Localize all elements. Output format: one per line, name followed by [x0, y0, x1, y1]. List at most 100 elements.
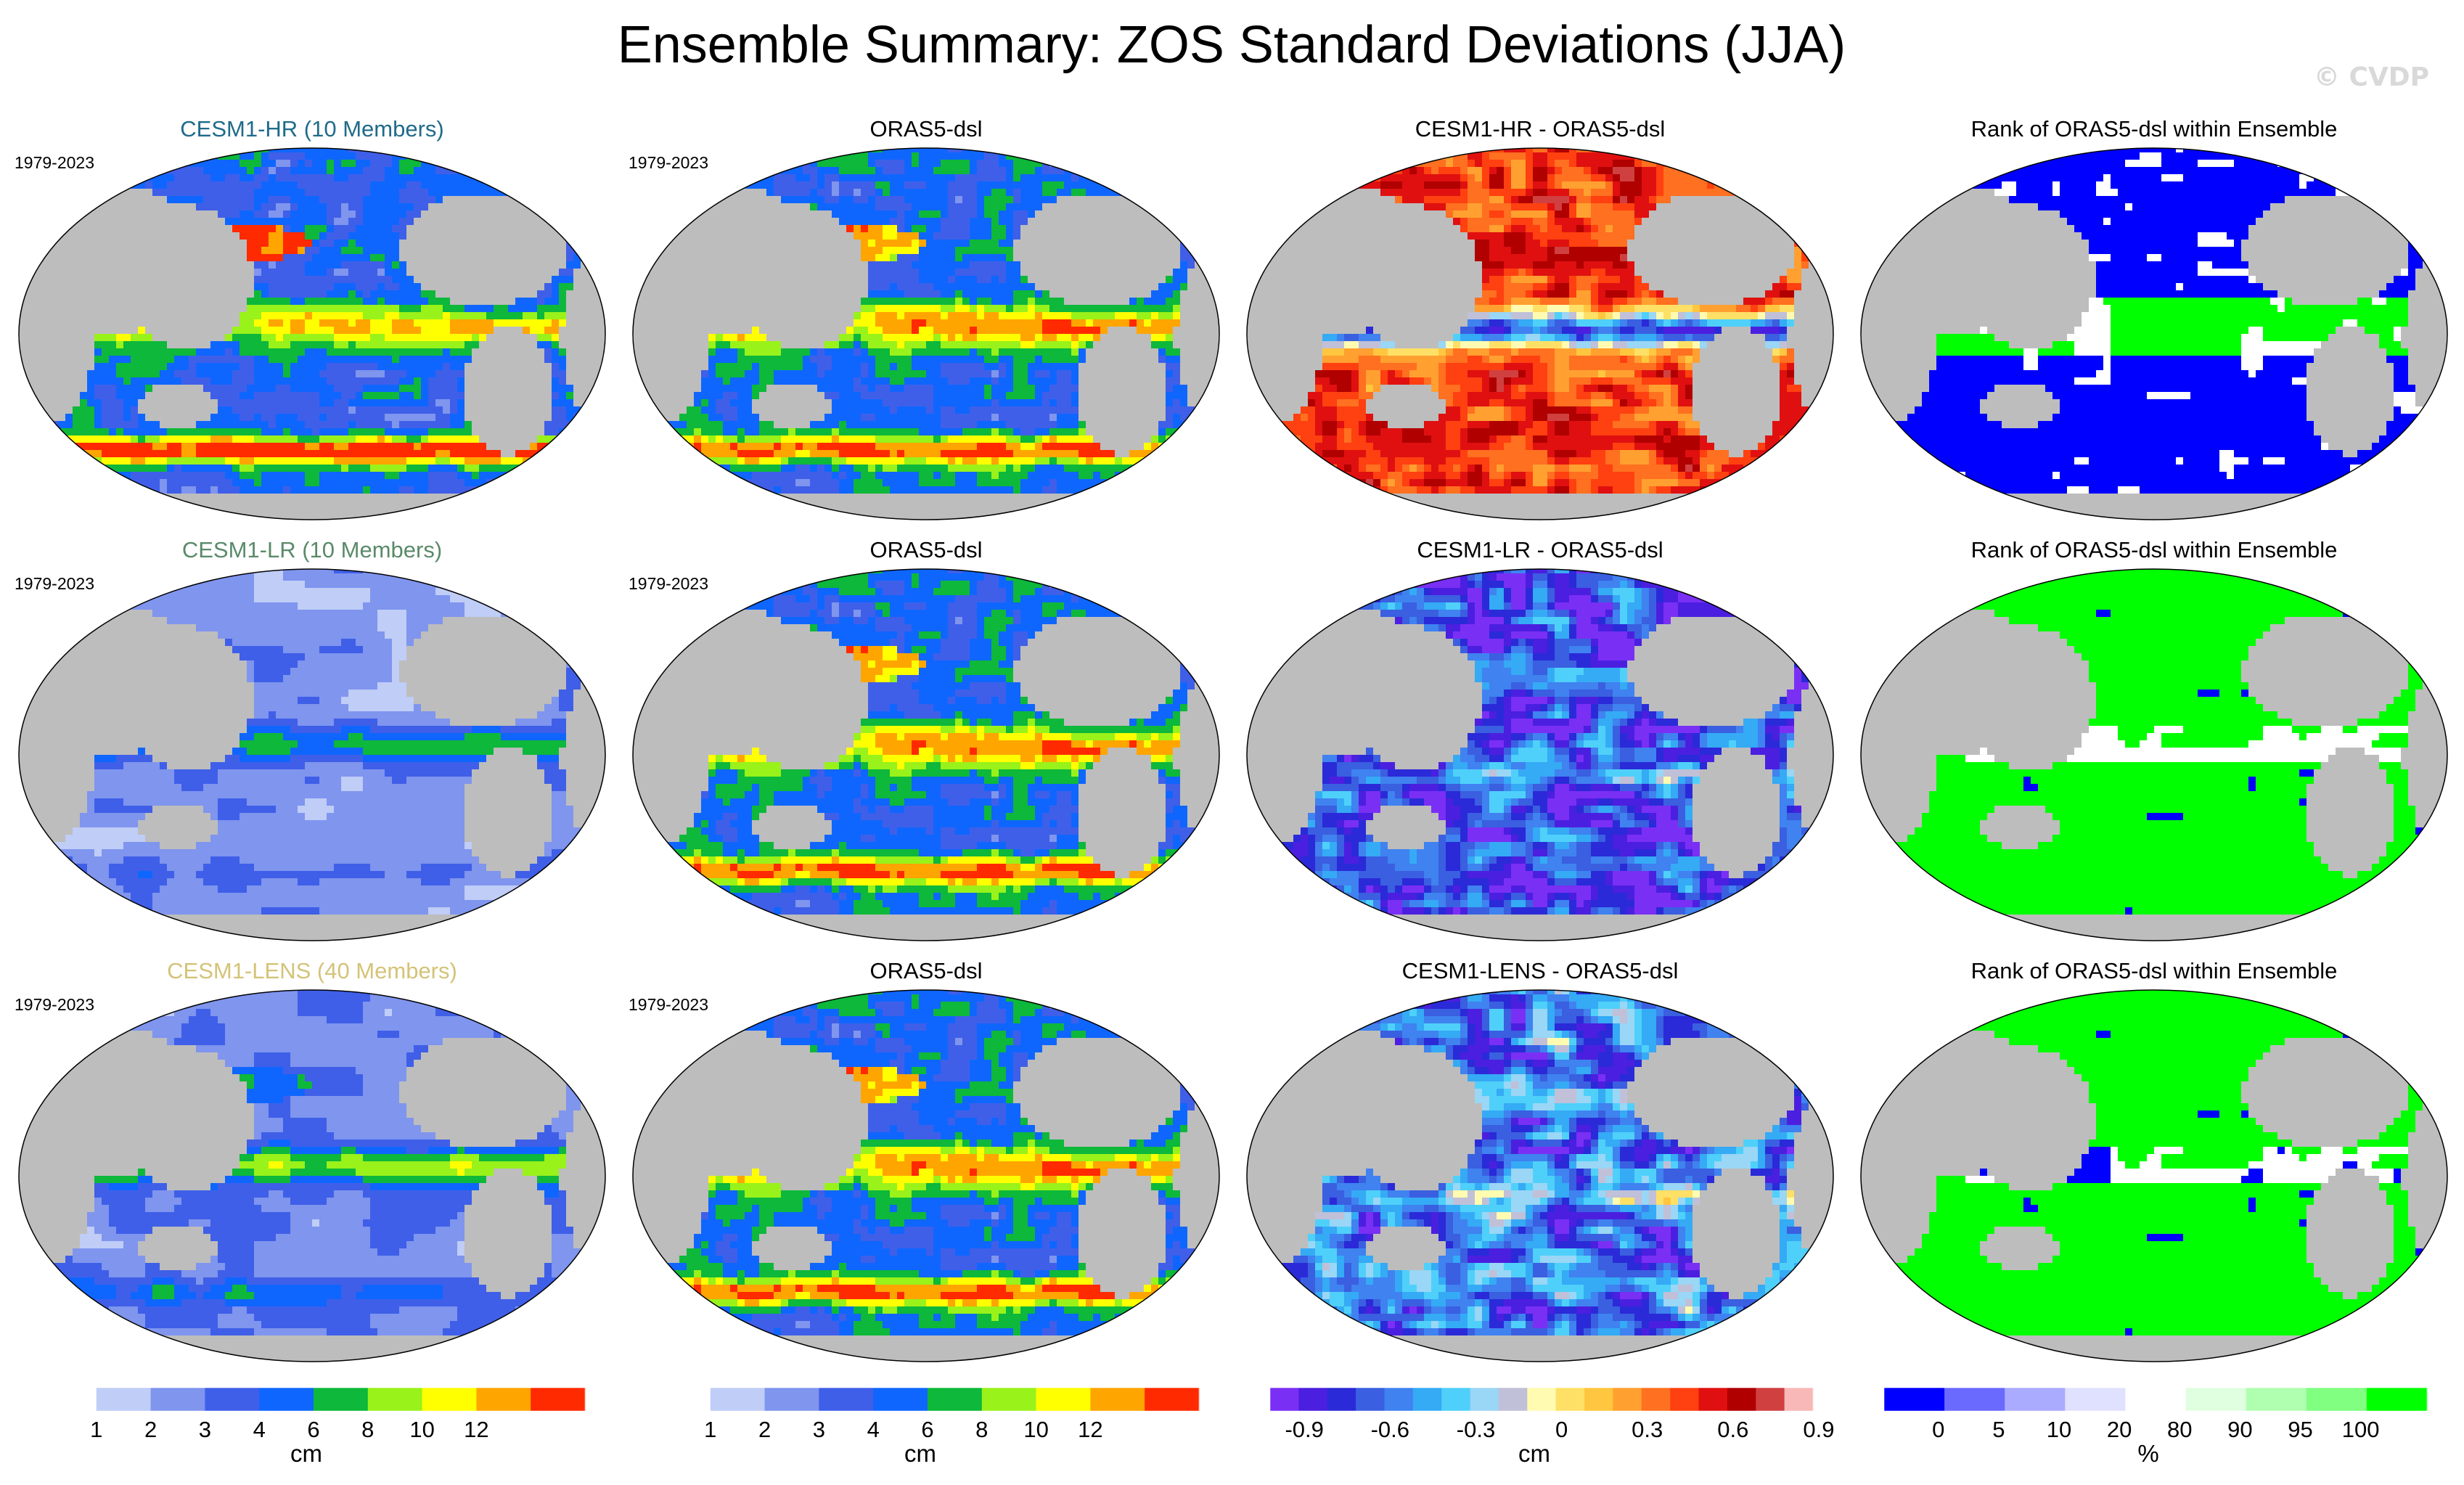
field-cell — [581, 232, 589, 240]
field-cell — [1100, 218, 1108, 226]
field-cell — [602, 269, 605, 277]
field-cell — [167, 341, 175, 349]
field-cell — [406, 189, 414, 197]
field-cell — [334, 341, 342, 349]
field-cell — [131, 377, 139, 385]
field-cell — [102, 435, 110, 443]
field-cell — [36, 298, 44, 306]
field-cell — [530, 312, 538, 320]
field-cell — [269, 465, 277, 472]
field-cell — [752, 181, 760, 189]
field-cell — [421, 327, 429, 335]
field-cell — [356, 457, 364, 465]
field-cell — [421, 428, 429, 436]
field-cell — [428, 486, 436, 494]
field-cell — [1129, 203, 1137, 211]
field-cell — [167, 501, 175, 509]
field-cell — [479, 479, 487, 487]
field-cell — [370, 240, 378, 248]
field-cell — [290, 276, 298, 284]
field-cell — [145, 283, 153, 291]
field-cell — [515, 290, 523, 298]
field-cell — [970, 261, 978, 269]
field-cell — [254, 152, 262, 160]
field-cell — [457, 319, 465, 327]
field-cell — [810, 240, 818, 248]
field-cell — [312, 392, 320, 400]
field-cell — [861, 261, 869, 269]
field-cell — [897, 269, 905, 277]
field-cell — [817, 210, 825, 218]
field-cell — [701, 225, 709, 233]
field-cell — [559, 218, 567, 226]
field-cell — [254, 457, 262, 465]
field-cell — [508, 254, 516, 262]
field-cell — [926, 247, 934, 255]
field-cell — [552, 435, 560, 443]
field-cell — [276, 501, 284, 509]
field-cell — [890, 174, 898, 182]
field-cell — [1086, 225, 1094, 233]
field-cell — [189, 479, 197, 487]
field-cell — [261, 210, 269, 218]
field-cell — [991, 148, 999, 153]
field-cell — [846, 167, 854, 175]
field-cell — [363, 174, 371, 182]
field-cell — [225, 435, 233, 443]
field-cell — [73, 348, 81, 356]
field-cell — [138, 261, 146, 269]
field-cell — [544, 254, 552, 262]
field-cell — [435, 334, 443, 342]
field-cell — [247, 377, 255, 385]
field-cell — [334, 363, 342, 371]
field-cell — [759, 218, 767, 226]
field-cell — [312, 421, 320, 429]
field-cell — [218, 377, 226, 385]
field-cell — [1187, 218, 1195, 226]
field-cell — [559, 406, 567, 414]
field-cell — [356, 240, 364, 248]
field-cell — [810, 247, 818, 255]
field-cell — [559, 232, 567, 240]
field-cell — [385, 160, 393, 168]
field-cell — [573, 283, 581, 291]
field-cell — [363, 472, 371, 480]
field-cell — [276, 283, 284, 291]
field-cell — [65, 443, 73, 451]
field-cell — [160, 421, 168, 429]
field-cell — [80, 283, 88, 291]
field-cell — [1071, 218, 1079, 226]
field-cell — [414, 435, 422, 443]
field-cell — [1158, 254, 1166, 262]
field-cell — [672, 210, 680, 218]
field-cell — [94, 290, 102, 298]
field-cell — [44, 269, 52, 277]
field-cell — [523, 269, 531, 277]
field-cell — [348, 167, 356, 175]
field-cell — [933, 167, 941, 175]
field-cell — [573, 428, 581, 436]
field-cell — [508, 319, 516, 327]
field-cell — [883, 148, 891, 153]
field-cell — [290, 479, 298, 487]
field-cell — [51, 319, 59, 327]
field-cell — [1100, 247, 1108, 255]
field-cell — [486, 312, 494, 320]
field-cell — [269, 450, 277, 458]
field-cell — [73, 472, 81, 480]
field-cell — [370, 319, 378, 327]
field-cell — [854, 152, 861, 160]
field-cell — [530, 261, 538, 269]
field-cell — [566, 399, 574, 407]
field-cell — [515, 414, 523, 422]
field-cell — [240, 174, 247, 182]
field-cell — [602, 290, 605, 298]
field-cell — [788, 210, 796, 218]
field-cell — [203, 232, 211, 240]
field-cell — [385, 428, 393, 436]
field-cell — [189, 385, 197, 393]
field-cell — [327, 443, 335, 451]
field-cell — [131, 341, 139, 349]
field-cell — [450, 443, 458, 451]
field-cell — [991, 196, 999, 204]
